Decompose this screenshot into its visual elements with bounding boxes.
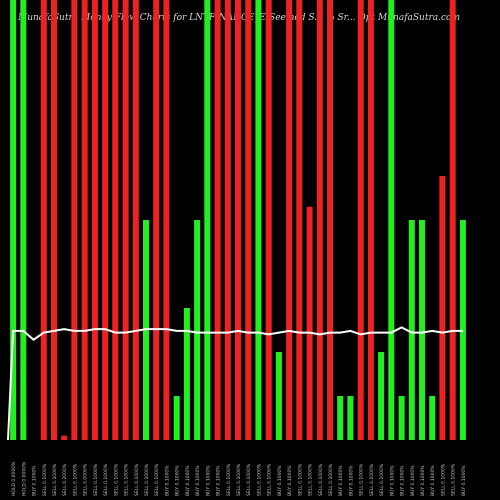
bar xyxy=(275,352,282,440)
source-label: Seemed S.S % Sr... Opt MunafaSutra.com xyxy=(269,13,460,23)
x-tick-label: SELL 0.1000% xyxy=(42,463,48,496)
x-tick-label: HOLD 0.0000% xyxy=(21,461,27,496)
x-tick-label: BUY 0.1000% xyxy=(185,465,191,496)
bar xyxy=(71,0,78,440)
bar xyxy=(429,396,436,440)
x-tick-label: HOLD 0.0000% xyxy=(11,461,17,496)
bar xyxy=(265,0,272,440)
x-tick-label: BUY 0.1000% xyxy=(164,465,170,496)
bar xyxy=(439,176,446,440)
bar xyxy=(235,0,241,440)
x-tick-label: BUY 0.1000% xyxy=(175,465,181,496)
bar xyxy=(10,0,17,440)
bar xyxy=(286,0,293,440)
x-tick-label: SELL 0.1000% xyxy=(93,463,99,496)
x-tick-label: SELL 0.1000% xyxy=(124,463,130,496)
bar xyxy=(102,0,109,440)
bar xyxy=(132,0,139,440)
bar xyxy=(194,220,201,440)
bar xyxy=(419,220,425,440)
x-tick-label: SELL 0.1000% xyxy=(154,463,160,496)
bar xyxy=(245,0,252,440)
x-tick-label: SELL 0.1000% xyxy=(246,463,252,496)
x-tick-label: BUY 0.1000% xyxy=(205,465,211,496)
x-tick-label: BUY 0.1000% xyxy=(287,465,293,496)
x-tick-label: BUY 0.1000% xyxy=(400,465,406,496)
bar xyxy=(347,396,354,440)
x-tick-label: BUY 0.1000% xyxy=(410,465,416,496)
x-tick-label: BUY 0.1000% xyxy=(348,465,354,496)
x-tick-label: BUY 0.1000% xyxy=(389,465,395,496)
bar xyxy=(367,0,374,440)
x-tick-label: SELL 0.1000% xyxy=(134,463,140,496)
bar xyxy=(224,0,231,440)
x-tick-label: SELL 0.1000% xyxy=(52,463,58,496)
bar xyxy=(337,396,344,440)
bar xyxy=(61,435,68,440)
x-tick-label: SELL 0.1000% xyxy=(226,463,232,496)
bar xyxy=(163,0,170,440)
bar xyxy=(388,0,395,440)
x-tick-label: SELL 0.1000% xyxy=(440,463,446,496)
x-tick-label: SELL 0.1000% xyxy=(328,463,334,496)
bar xyxy=(306,206,313,440)
x-tick-label: SELL 0.1000% xyxy=(256,463,262,496)
x-tick-label: BUY 0.1000% xyxy=(195,465,201,496)
bar xyxy=(449,0,456,440)
bar xyxy=(20,0,27,440)
x-tick-label: BUY 0.1000% xyxy=(420,465,426,496)
x-tick-labels: HOLD 0.0000% HOLD 0.0000% BUY 0.1000% SELL … xyxy=(11,461,467,496)
bar xyxy=(40,0,47,440)
bar xyxy=(398,396,405,440)
chart-title: MunafaSutra Money Flow Charts for LNTFIN… xyxy=(18,13,273,23)
x-tick-label: BUY 0.1000% xyxy=(277,465,283,496)
x-tick-label: BUY 0.1000% xyxy=(216,465,222,496)
x-tick-label: SELL 0.1000% xyxy=(236,463,242,496)
bar xyxy=(214,0,221,440)
bar xyxy=(112,0,119,440)
x-tick-label: SELL 0.1000% xyxy=(379,463,385,496)
x-tick-label: BUY 0.1000% xyxy=(430,465,436,496)
bar xyxy=(122,0,129,440)
bar xyxy=(357,0,364,440)
x-tick-label: SELL 0.1000% xyxy=(451,463,457,496)
bar xyxy=(173,396,180,440)
x-tick-label: SELL 0.1000% xyxy=(113,463,119,496)
bar xyxy=(183,308,190,440)
money-flow-line xyxy=(7,326,463,441)
x-tick-label: BUY 0.1000% xyxy=(338,465,344,496)
x-tick-label: SELL 0.1000% xyxy=(308,463,314,496)
x-tick-label: SELL 0.1000% xyxy=(103,463,109,496)
x-tick-label: SELL 0.1000% xyxy=(267,463,273,496)
x-tick-label: SELL 0.1000% xyxy=(369,463,375,496)
x-tick-label: BUY 0.1000% xyxy=(32,465,38,496)
x-tick-label: SELL 0.1000% xyxy=(318,463,324,496)
x-tick-label: SELL 0.0000% xyxy=(83,463,89,496)
bar xyxy=(51,0,57,440)
x-tick-label: BUY 0.1000% xyxy=(461,465,467,496)
bar xyxy=(81,0,88,440)
bar xyxy=(327,0,333,440)
bar xyxy=(204,0,211,440)
x-tick-label: SELL 0.1000% xyxy=(144,463,150,496)
bar xyxy=(316,0,323,440)
bar xyxy=(153,0,160,440)
bar xyxy=(378,352,385,440)
x-tick-label: SELL 0.1000% xyxy=(72,463,78,496)
x-tick-label: SELL 0.2000% xyxy=(62,463,68,496)
bar xyxy=(296,0,303,440)
bars-group xyxy=(10,0,466,440)
x-tick-label: SELL 0.1000% xyxy=(297,463,303,496)
bar xyxy=(91,0,98,440)
bar xyxy=(255,0,262,440)
bar xyxy=(408,220,415,440)
x-tick-label: SELL 0.1000% xyxy=(359,463,365,496)
